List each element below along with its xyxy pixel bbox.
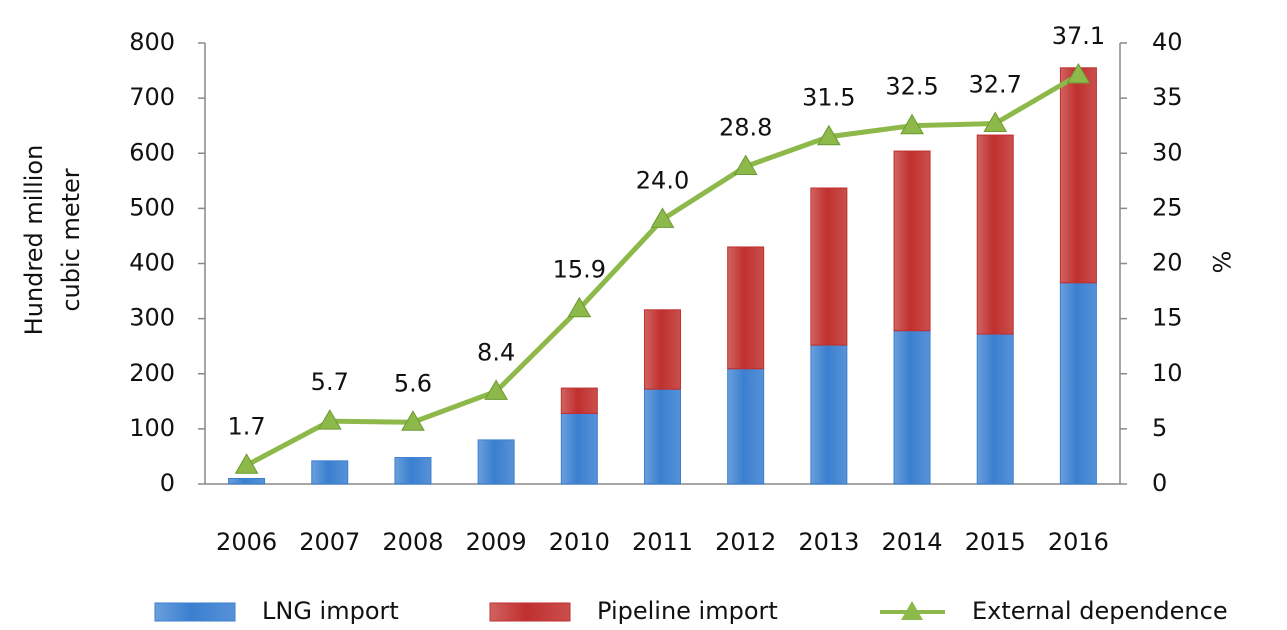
x-tick-label: 2010 bbox=[549, 528, 610, 556]
y2-tick-label: 30 bbox=[1152, 138, 1183, 166]
x-tick-label: 2011 bbox=[632, 528, 693, 556]
y2-axis-label: % bbox=[1207, 251, 1235, 274]
y2-tick-label: 25 bbox=[1152, 193, 1183, 221]
x-tick-label: 2009 bbox=[466, 528, 527, 556]
value-label: 15.9 bbox=[553, 256, 606, 284]
y-tick-label: 100 bbox=[129, 414, 175, 442]
y2-tick-label: 40 bbox=[1152, 28, 1183, 56]
legend-label: External dependence bbox=[972, 597, 1228, 625]
bar bbox=[893, 330, 931, 485]
value-label: 24.0 bbox=[636, 166, 689, 194]
legend-label: LNG import bbox=[262, 597, 399, 625]
legend-label: Pipeline import bbox=[597, 597, 778, 625]
marker bbox=[234, 453, 259, 474]
bar bbox=[228, 477, 266, 485]
marker bbox=[317, 409, 342, 430]
marker bbox=[900, 113, 924, 135]
legend-marker bbox=[901, 601, 923, 620]
bar bbox=[727, 368, 765, 485]
y-axis-label: cubic meter bbox=[57, 168, 85, 311]
marker bbox=[484, 379, 509, 400]
bar bbox=[810, 187, 848, 346]
value-label: 8.4 bbox=[477, 338, 515, 366]
bar bbox=[1059, 67, 1097, 284]
marker bbox=[733, 154, 758, 175]
y-tick-label: 400 bbox=[129, 249, 175, 277]
marker bbox=[1066, 62, 1091, 84]
marker bbox=[567, 296, 592, 318]
value-label: 5.6 bbox=[394, 369, 432, 397]
bar bbox=[644, 388, 681, 485]
y-axis-label: Hundred million bbox=[20, 145, 48, 336]
bar bbox=[893, 150, 931, 332]
y-tick-label: 200 bbox=[129, 359, 175, 387]
bar bbox=[560, 387, 598, 414]
bar bbox=[644, 309, 681, 390]
value-label: 37.1 bbox=[1052, 22, 1105, 50]
y-tick-label: 0 bbox=[160, 469, 175, 497]
y-tick-label: 600 bbox=[129, 138, 175, 166]
y2-tick-label: 35 bbox=[1152, 83, 1183, 111]
bar bbox=[477, 439, 515, 485]
marker bbox=[983, 111, 1008, 132]
x-tick-label: 2007 bbox=[299, 528, 360, 556]
x-tick-label: 2012 bbox=[715, 528, 776, 556]
bar bbox=[394, 457, 432, 485]
bar bbox=[976, 333, 1014, 485]
x-tick-label: 2014 bbox=[882, 528, 943, 556]
y-tick-label: 300 bbox=[129, 304, 175, 332]
marker bbox=[401, 410, 425, 431]
x-tick-label: 2013 bbox=[798, 528, 859, 556]
x-tick-label: 2006 bbox=[216, 528, 277, 556]
bar bbox=[727, 246, 765, 370]
value-label: 28.8 bbox=[719, 113, 772, 141]
value-label: 5.7 bbox=[311, 368, 349, 396]
value-label: 1.7 bbox=[228, 412, 266, 440]
marker bbox=[816, 124, 841, 146]
y2-tick-label: 15 bbox=[1152, 304, 1183, 332]
x-tick-label: 2015 bbox=[965, 528, 1026, 556]
marker bbox=[650, 207, 675, 228]
y-tick-label: 700 bbox=[129, 83, 175, 111]
y2-tick-label: 10 bbox=[1152, 359, 1183, 387]
legend-swatch bbox=[154, 602, 236, 622]
y2-tick-label: 5 bbox=[1152, 414, 1167, 442]
x-tick-label: 2016 bbox=[1048, 528, 1109, 556]
value-label: 32.5 bbox=[885, 73, 938, 101]
x-tick-label: 2008 bbox=[382, 528, 443, 556]
value-label: 32.7 bbox=[969, 70, 1022, 98]
bar bbox=[976, 134, 1014, 335]
y2-tick-label: 0 bbox=[1152, 469, 1167, 497]
bar bbox=[311, 460, 349, 485]
y-tick-label: 800 bbox=[129, 28, 175, 56]
bar bbox=[560, 412, 598, 485]
y-tick-label: 500 bbox=[129, 193, 175, 221]
y2-tick-label: 20 bbox=[1152, 249, 1183, 277]
value-label: 31.5 bbox=[802, 84, 855, 112]
bar bbox=[1059, 282, 1097, 485]
bar bbox=[810, 344, 848, 485]
legend-swatch bbox=[489, 602, 571, 622]
